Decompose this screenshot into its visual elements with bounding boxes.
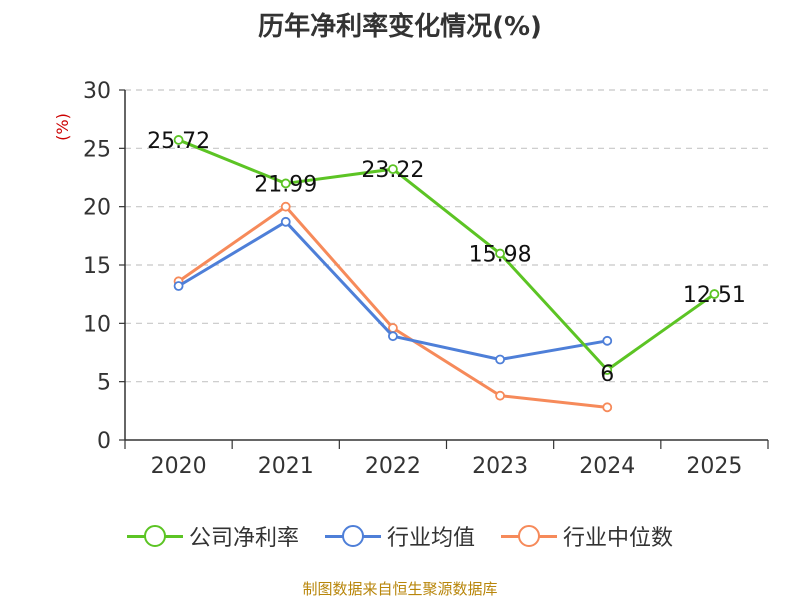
data-point [280, 216, 291, 227]
legend-marker-icon [126, 525, 183, 547]
legend: 公司净利率 行业均值 行业中位数 [0, 520, 800, 552]
y-tick-label: 25 [83, 137, 111, 162]
x-tick-label: 2024 [579, 454, 635, 479]
data-label: 25.72 [147, 129, 210, 154]
data-point [173, 135, 184, 145]
data-label: 15.98 [469, 243, 532, 268]
data-label: 21.99 [254, 172, 317, 197]
data-point [280, 201, 291, 212]
source-note: 制图数据来自恒生聚源数据库 [302, 580, 498, 598]
legend-item-industry-mean[interactable]: 行业均值 [324, 520, 475, 552]
data-point [709, 289, 720, 299]
data-point [280, 178, 291, 189]
y-tick-label: 10 [83, 312, 111, 337]
legend-item-industry-median[interactable]: 行业中位数 [501, 520, 673, 552]
data-label: 6 [600, 362, 614, 387]
y-tick-label: 20 [83, 196, 111, 221]
data-label: 23.22 [361, 158, 424, 183]
chart-title: 历年净利率变化情况(%) [258, 12, 542, 42]
legend-label: 行业均值 [386, 526, 475, 551]
legend-marker-icon [501, 525, 557, 547]
data-point [495, 354, 505, 365]
x-tick-label: 2023 [472, 454, 528, 479]
series-line [178, 138, 716, 372]
y-axis-label: (%) [53, 113, 72, 141]
data-point [602, 402, 613, 413]
legend-marker-icon [324, 525, 381, 547]
x-tick-label: 2022 [365, 454, 421, 479]
data-point [495, 248, 505, 259]
x-tick-label: 2020 [151, 454, 207, 479]
legend-label: 公司净利率 [188, 526, 299, 551]
y-tick-label: 0 [97, 429, 111, 454]
x-tick-label: 2021 [258, 454, 314, 479]
x-tick-label: 2025 [686, 454, 742, 479]
legend-label: 行业中位数 [563, 526, 674, 551]
y-tick-label: 30 [83, 79, 111, 104]
data-point [602, 365, 613, 375]
y-tick-label: 5 [97, 371, 111, 396]
data-point [173, 281, 184, 291]
data-point [388, 331, 398, 342]
data-label: 12.51 [683, 283, 746, 308]
data-point [388, 323, 398, 333]
legend-item-company[interactable]: 公司净利率 [126, 520, 299, 552]
data-point [495, 390, 505, 401]
data-point [388, 164, 398, 175]
series-line [177, 205, 608, 409]
y-tick-label: 15 [83, 254, 111, 279]
data-point [602, 335, 613, 346]
